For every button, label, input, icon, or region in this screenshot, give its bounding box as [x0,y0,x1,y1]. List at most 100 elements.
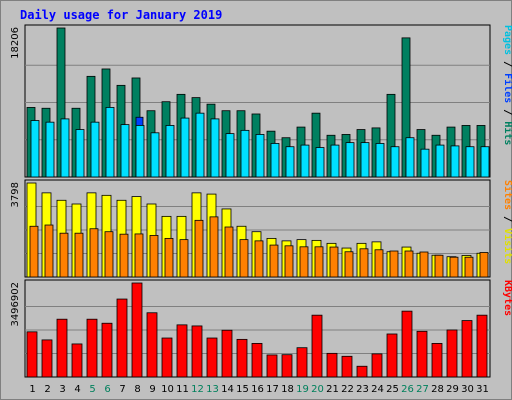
x-tick-label: 8 [134,384,140,395]
bar-sites-day-8 [134,233,144,278]
x-tick-label: 13 [206,384,219,395]
bar-kbytes-day-23 [356,365,368,378]
bar-kbytes-day-15 [236,338,248,378]
bar-pages-day-3 [60,118,70,178]
bar-kbytes-day-12 [191,325,203,378]
bar-pages-day-10 [165,125,175,178]
max-label-hits: 18206 [10,27,21,59]
bar-pages-day-17 [270,143,280,178]
bar-pages-day-28 [435,144,445,178]
bar-sites-day-21 [329,246,339,278]
bar-kbytes-day-26 [401,310,413,378]
bar-kbytes-day-16 [251,342,263,378]
bar-kbytes-day-6 [101,322,113,378]
bar-sites-day-6 [104,231,114,278]
chart-panels: 18206 Pages / Files / Hits 3798 Sites / Vis… [10,24,512,378]
bar-sites-day-22 [344,251,354,278]
panel-kbytes: 3496902 KBytes [10,279,512,378]
bar-kbytes-day-21 [326,352,338,378]
bar-sites-day-26 [404,250,414,278]
bar-sites-day-5 [89,228,99,278]
bar-kbytes-day-31 [476,314,488,378]
legend-part: Visits [502,228,512,264]
legend-part: Sites [502,180,512,210]
x-tick-label: 3 [59,384,65,395]
bar-sites-day-4 [74,232,84,278]
bar-kbytes-day-5 [86,318,98,378]
bar-pages-day-27 [420,148,430,178]
x-tick-label: 31 [476,384,489,395]
x-tick-label: 2 [44,384,50,395]
bar-kbytes-day-10 [161,337,173,378]
bar-kbytes-day-18 [281,354,293,378]
x-tick-label: 10 [161,384,174,395]
bar-kbytes-day-11 [176,324,188,378]
bar-sites-day-1 [29,225,39,278]
bar-sites-day-2 [44,224,54,278]
bar-sites-day-29 [449,256,459,278]
x-axis-tick-labels: 1 2 3 4 5 6 7 8 9 10 11 12 13 14 15 16 17 18 19 20 21 22 23 24 2… [29,384,489,395]
bar-sites-day-23 [359,248,369,278]
legend-part: Files [502,73,512,103]
x-tick-label: 23 [356,384,369,395]
bar-pages-day-18 [285,146,295,178]
bar-kbytes-day-29 [446,329,458,378]
x-tick-label: 20 [311,384,324,395]
x-tick-label: 25 [386,384,399,395]
bar-kbytes-day-13 [206,337,218,378]
bar-sites-day-17 [269,244,279,278]
bar-pages-day-22 [345,142,355,178]
x-tick-label: 27 [416,384,429,395]
bar-sites-day-15 [239,239,249,278]
x-tick-label: 24 [371,384,384,395]
x-tick-label: 22 [341,384,354,395]
bar-pages-day-25 [390,146,400,178]
bar-pages-day-12 [195,112,205,178]
bar-sites-day-13 [209,216,219,278]
bar-kbytes-day-3 [56,318,68,378]
legend-visits: Sites / Visits [502,180,512,264]
legend-part: Pages [502,25,512,55]
x-tick-label: 17 [266,384,279,395]
panel-visits: 3798 Sites / Visits [10,179,512,278]
bar-pages-day-16 [255,134,265,178]
bar-pages-day-20 [315,147,325,178]
bar-sites-day-19 [299,246,309,278]
bar-sites-day-11 [179,239,189,278]
x-tick-label: 5 [89,384,95,395]
bar-sites-day-31 [479,252,489,278]
x-tick-label: 26 [401,384,414,395]
bar-kbytes-day-30 [461,320,473,378]
bar-pages-day-19 [300,144,310,178]
legend-part: KBytes [502,280,512,316]
bar-kbytes-day-2 [41,339,53,378]
bar-sites-day-7 [119,233,129,278]
max-label-kbytes: 3496902 [10,282,21,327]
panel-hits: 18206 Pages / Files / Hits [10,24,512,178]
x-tick-label: 18 [281,384,294,395]
bar-pages-day-29 [450,145,460,178]
chart-title: Daily usage for January 2019 [20,8,222,22]
bar-pages-day-13 [210,118,220,178]
bar-kbytes-day-8 [131,282,143,378]
bar-sites-day-10 [164,237,174,278]
bar-sites-day-25 [389,250,399,278]
x-tick-label: 29 [446,384,459,395]
bar-pages-day-24 [375,143,385,178]
bar-kbytes-day-22 [341,355,353,378]
bar-sites-day-30 [464,256,474,278]
bar-pages-day-5 [90,121,100,178]
bar-pages-day-15 [240,129,250,178]
x-tick-label: 6 [104,384,110,395]
bar-kbytes-day-19 [296,347,308,378]
bar-kbytes-day-24 [371,353,383,378]
legend-part: / [502,210,512,228]
bar-kbytes-day-17 [266,354,278,378]
legend-part: / [502,55,512,73]
bar-pages-day-14 [225,133,235,178]
bar-sites-day-24 [374,249,384,278]
legend-part: Hits [502,121,512,145]
bar-kbytes-day-25 [386,333,398,378]
bar-kbytes-day-7 [116,298,128,378]
